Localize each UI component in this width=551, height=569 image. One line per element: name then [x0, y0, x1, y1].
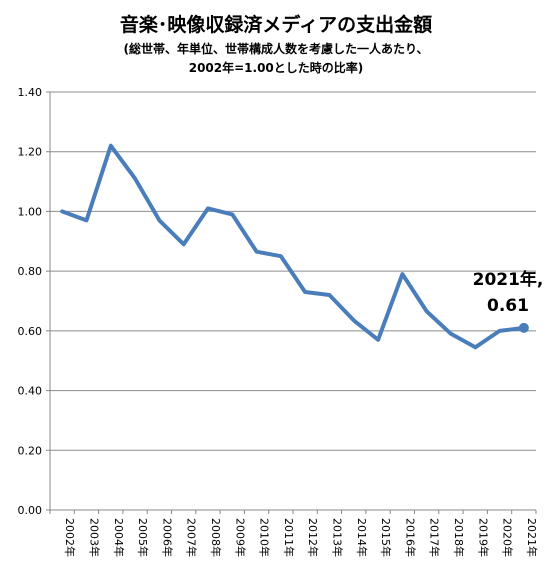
x-tick-label: 2003年: [87, 518, 101, 557]
x-tick-label: 2015年: [379, 518, 393, 557]
series-line: [60, 143, 529, 350]
y-tick-label: 0.00: [18, 504, 43, 517]
x-tick-label: 2018年: [452, 518, 466, 557]
last-data-point: [518, 322, 529, 333]
x-tick-label: 2017年: [428, 518, 442, 557]
x-tick-label: 2019年: [476, 518, 490, 557]
grid-lines: [50, 91, 536, 451]
y-tick-label: 0.80: [18, 265, 43, 278]
x-tick-label: 2020年: [501, 518, 515, 557]
y-tick-label: 1.40: [18, 86, 43, 99]
chart-subtitle-line-1: (総世帯、年単位、世帯構成人数を考慮した一人あたり、: [123, 41, 428, 56]
x-tick-label: 2009年: [233, 518, 247, 557]
x-tick-label: 2016年: [403, 518, 417, 557]
y-tick-label: 1.20: [18, 146, 43, 159]
y-axis-ticks: 0.00 0.20 0.40 0.60 0.80 1.00 1.20 1.40: [18, 86, 50, 517]
chart-title: 音楽･映像収録済メディアの支出金額: [120, 13, 432, 36]
x-tick-label: 2005年: [136, 518, 150, 557]
series-polyline: [60, 143, 526, 350]
x-tick-label: 2014年: [355, 518, 369, 557]
x-tick-label: 2010年: [258, 518, 272, 557]
x-tick-label: 2002年: [63, 518, 77, 557]
x-tick-label: 2004年: [112, 518, 126, 557]
callout-label: 2021年, 0.61: [473, 269, 544, 316]
y-tick-label: 0.60: [18, 325, 43, 338]
chart-subtitle-line-2: 2002年=1.00とした時の比率): [189, 60, 364, 75]
x-tick-label: 2013年: [330, 518, 344, 557]
y-tick-label: 0.20: [18, 444, 43, 457]
x-axis-ticks: 2002年 2003年 2004年 2005年 2006年 2007年 2008年 2009年…: [49, 510, 539, 557]
x-tick-label: 2008年: [209, 518, 223, 557]
x-tick-label: 2011年: [282, 518, 296, 557]
y-tick-label: 0.40: [18, 385, 43, 398]
x-tick-label: 2012年: [306, 518, 320, 557]
callout-line-2: 0.61: [487, 296, 529, 316]
y-tick-label: 1.00: [18, 205, 43, 218]
x-tick-label: 2006年: [160, 518, 174, 557]
callout-line-1: 2021年,: [473, 269, 544, 290]
axes: [49, 92, 536, 511]
x-tick-label: 2021年: [525, 518, 539, 557]
x-tick-label: 2007年: [185, 518, 199, 557]
